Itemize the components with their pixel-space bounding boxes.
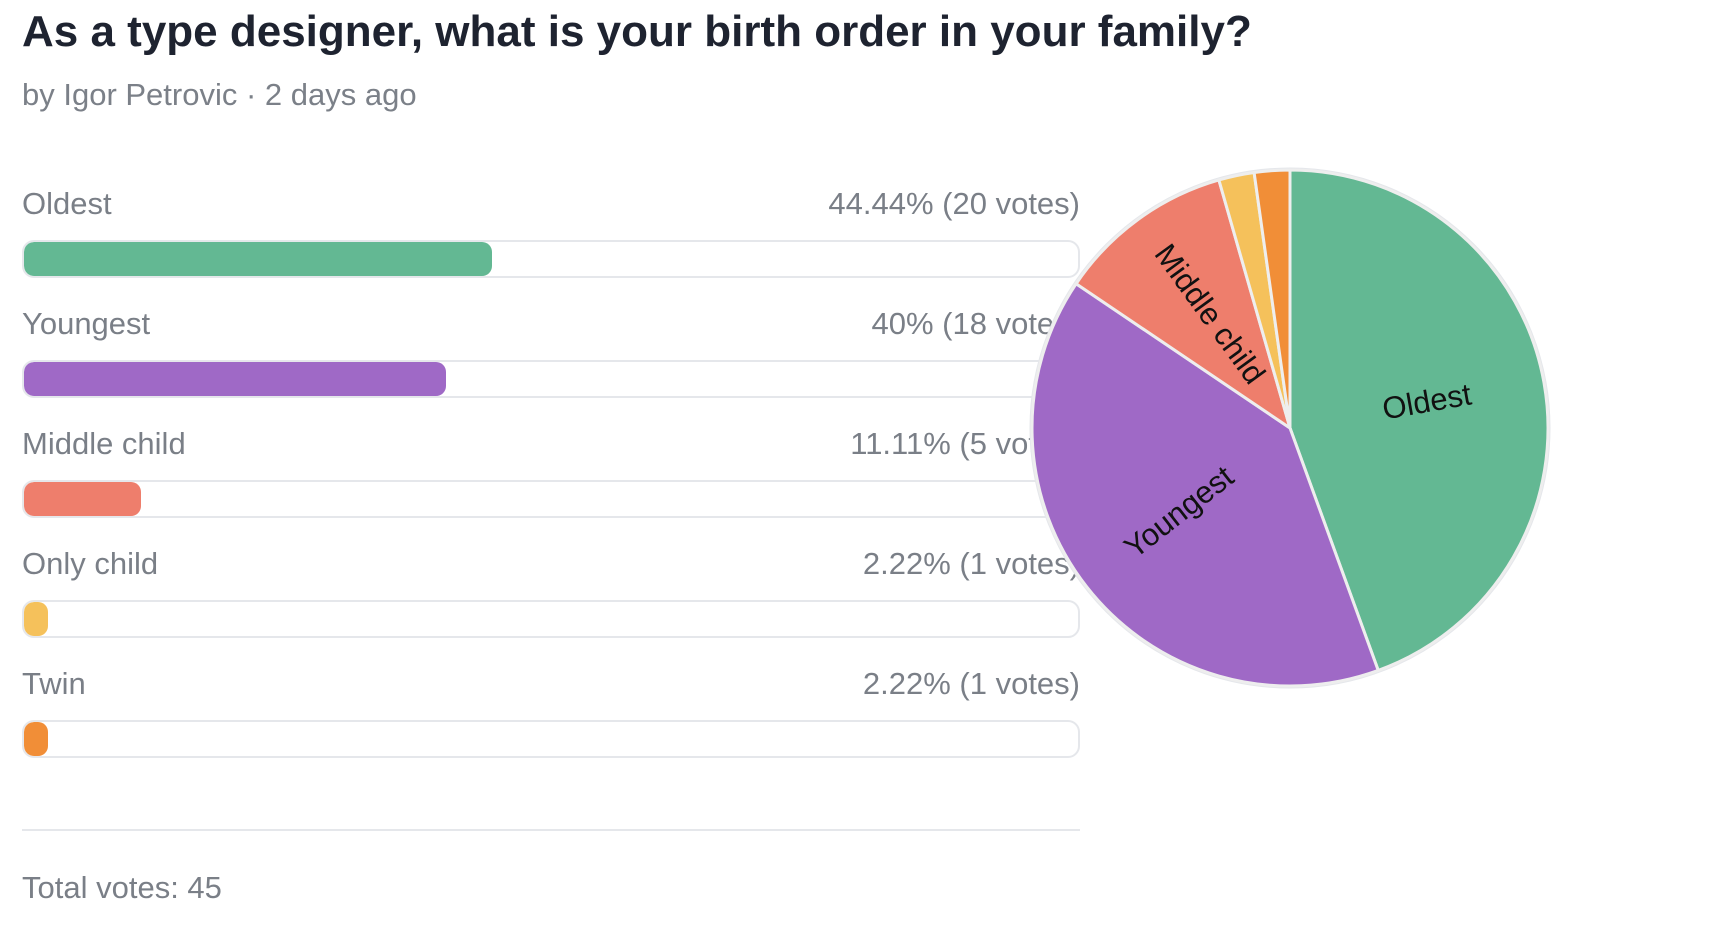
total-votes: Total votes: 45	[22, 870, 222, 905]
option-value-label: 40% (18 votes)	[871, 306, 1081, 341]
vote-bar-track	[22, 600, 1080, 638]
option-label: Youngest	[22, 306, 151, 341]
pie-slice-youngest	[1030, 281, 1381, 688]
vote-bar-fill	[24, 362, 446, 396]
vote-bar-track	[22, 720, 1080, 758]
poll-option-middle-child: Middle child 11.11% (5 votes)	[22, 422, 1080, 542]
vote-bar-fill	[24, 482, 142, 516]
poll-meta: by Igor Petrovic · 2 days ago	[22, 77, 417, 112]
option-label: Oldest	[22, 186, 112, 221]
poll-options-list: Oldest 44.44% (20 votes) Youngest 40% (18 v…	[22, 182, 1080, 782]
option-value-label: 44.44% (20 votes)	[828, 186, 1080, 221]
vote-bar-track	[22, 480, 1080, 518]
vote-bar-track	[22, 240, 1080, 278]
results-divider	[22, 829, 1080, 831]
option-label: Twin	[22, 666, 86, 701]
pie-slice-oldest	[1288, 168, 1550, 673]
poll-option-only-child: Only child 2.22% (1 votes)	[22, 542, 1080, 662]
option-value-label: 2.22% (1 votes)	[862, 666, 1080, 701]
vote-bar-fill	[24, 722, 49, 756]
pie-slice-twin	[1252, 168, 1292, 429]
vote-bar-fill	[24, 242, 493, 276]
option-label: Only child	[22, 546, 159, 581]
option-value-label: 2.22% (1 votes)	[862, 546, 1080, 581]
vote-bar-fill	[24, 602, 49, 636]
poll-title: As a type designer, what is your birth o…	[22, 7, 1252, 56]
option-label: Middle child	[22, 426, 186, 461]
poll-option-twin: Twin 2.22% (1 votes)	[22, 662, 1080, 782]
poll-option-youngest: Youngest 40% (18 votes)	[22, 302, 1080, 422]
vote-bar-track	[22, 360, 1080, 398]
poll-option-oldest: Oldest 44.44% (20 votes)	[22, 182, 1080, 302]
